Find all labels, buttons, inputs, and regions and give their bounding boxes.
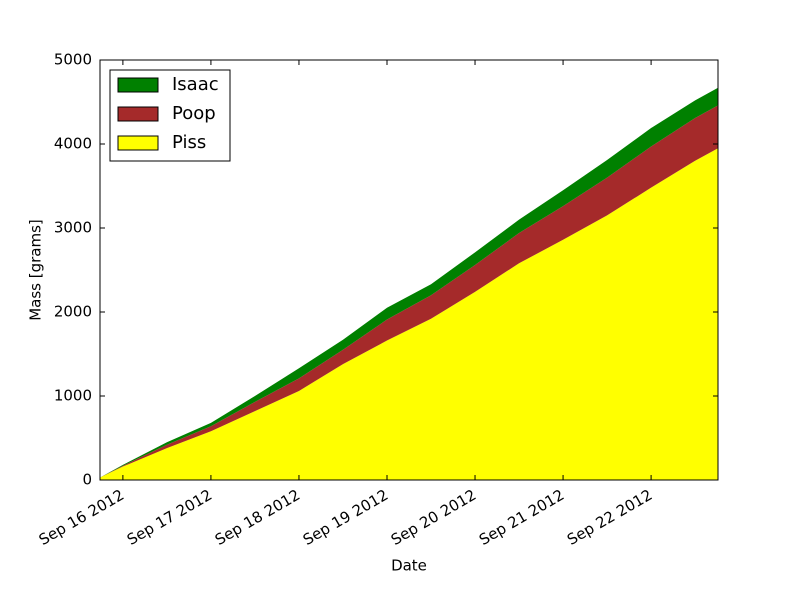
- plot-frame: [99, 59, 719, 481]
- x-axis-label: Date: [391, 557, 427, 575]
- legend-swatch: [117, 106, 159, 122]
- x-tick-label: Sep 18 2012: [212, 486, 303, 549]
- area: [100, 87, 718, 478]
- y-tick-label: 4000: [54, 135, 92, 153]
- x-tick-label: Sep 19 2012: [300, 486, 391, 549]
- y-axis-label: Mass [grams]: [27, 219, 45, 321]
- x-tick-label: Sep 16 2012: [36, 486, 127, 549]
- y-tick-label: 2000: [54, 303, 92, 321]
- x-tick-label: Sep 22 2012: [564, 486, 655, 549]
- legend-swatch: [117, 135, 159, 151]
- x-tick-label: Sep 20 2012: [388, 486, 479, 549]
- legend-swatch: [117, 77, 159, 93]
- legend-label: Poop: [172, 103, 216, 124]
- legend-label: Piss: [172, 132, 206, 153]
- legend-label: Isaac: [172, 74, 219, 95]
- area: [100, 148, 718, 480]
- y-tick-label: 3000: [54, 219, 92, 237]
- y-tick-label: 5000: [54, 51, 92, 69]
- x-tick-label: Sep 17 2012: [124, 486, 215, 549]
- y-tick-label: 0: [82, 471, 92, 489]
- x-tick-label: Sep 21 2012: [476, 486, 567, 549]
- y-tick-label: 1000: [54, 387, 92, 405]
